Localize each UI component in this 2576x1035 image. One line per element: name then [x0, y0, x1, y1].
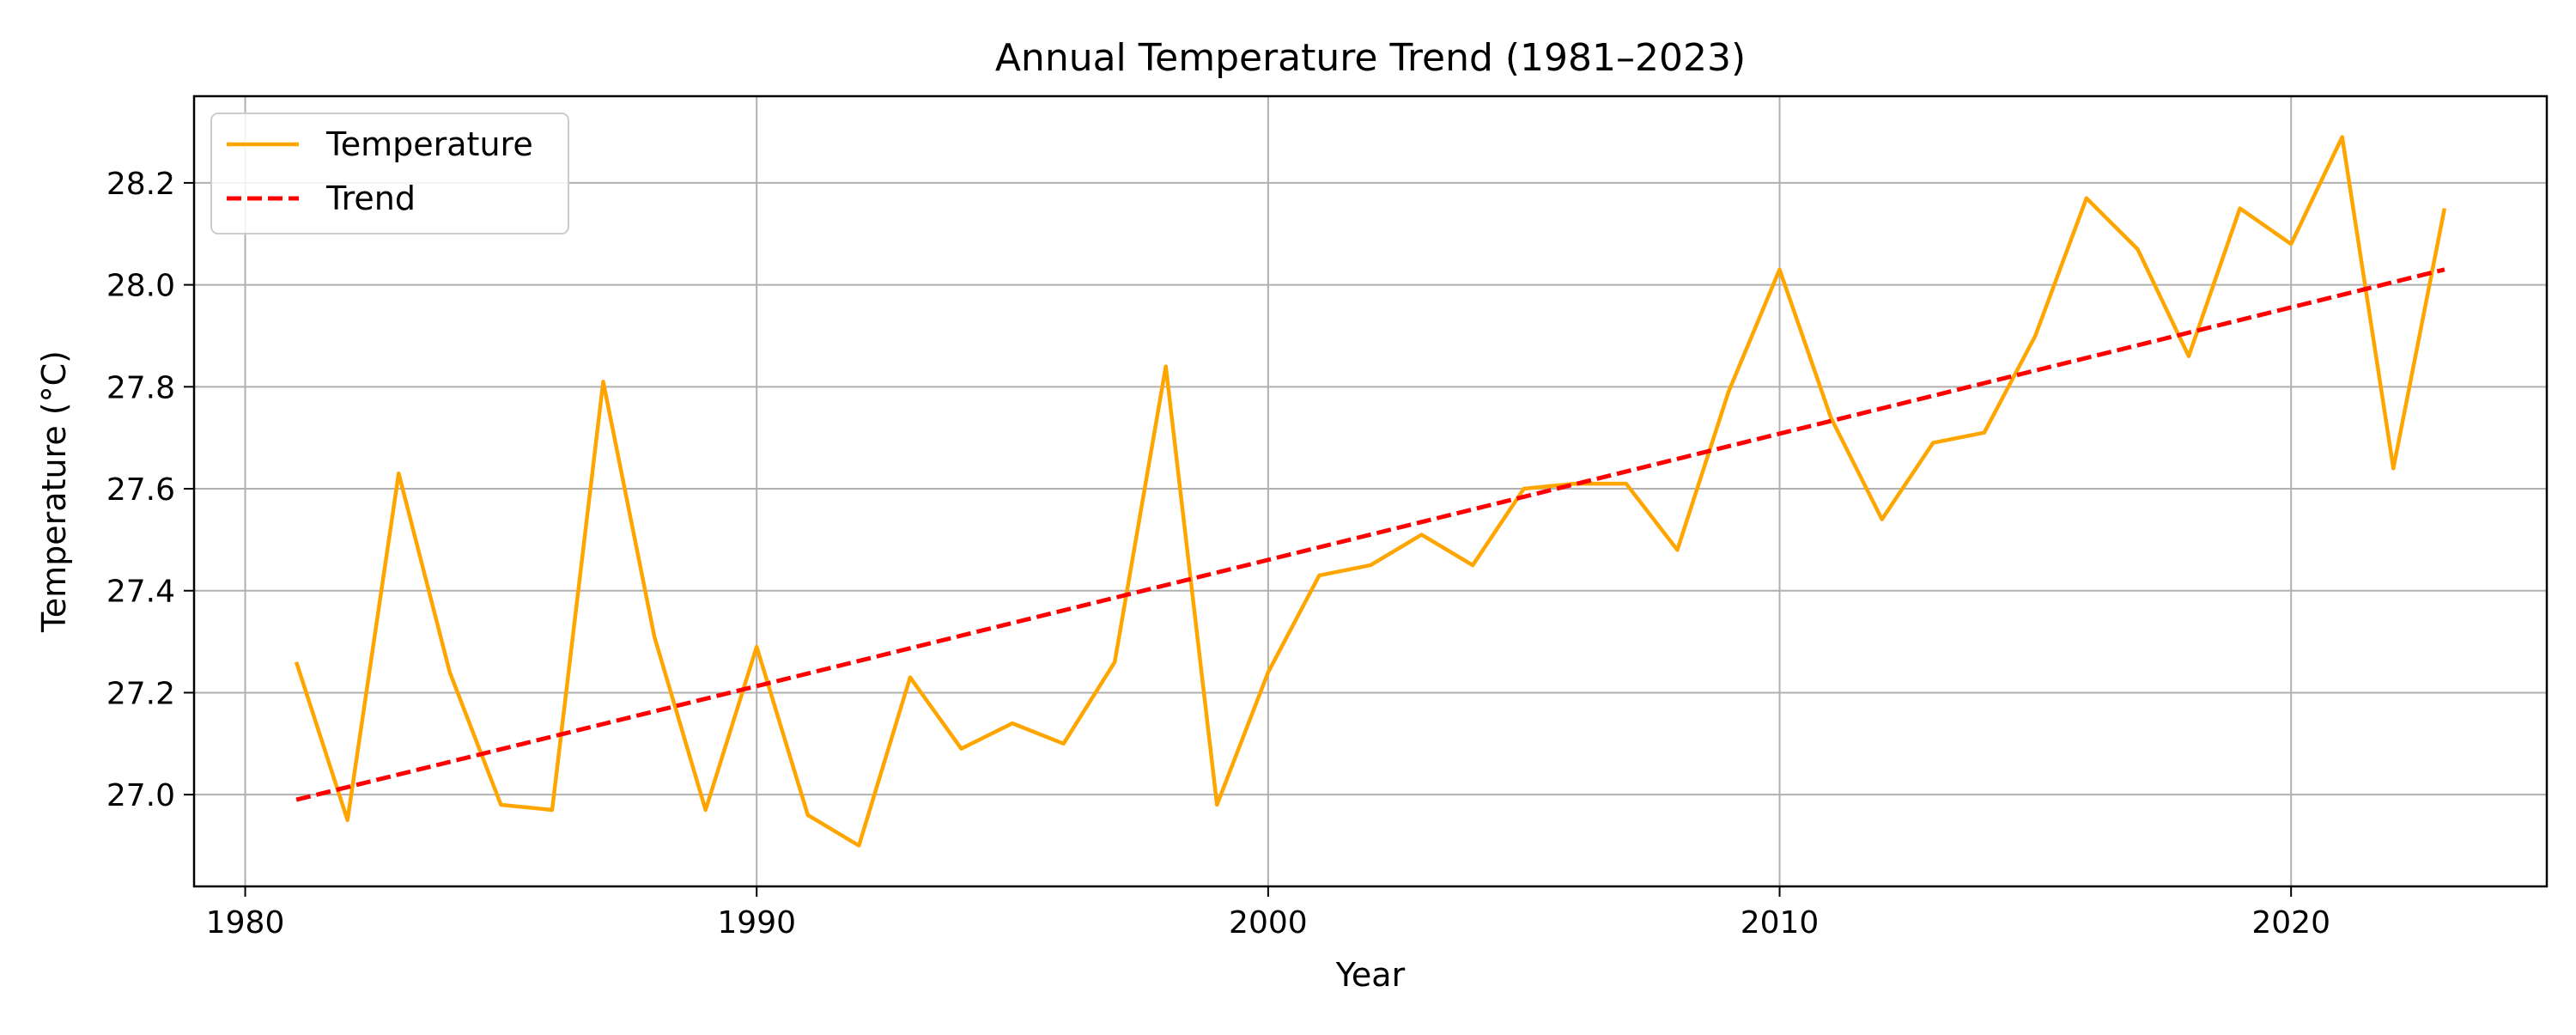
y-tick-label: 28.2: [106, 167, 175, 202]
x-axis-label: Year: [1335, 956, 1406, 994]
series-line-trend: [295, 267, 2445, 802]
x-tick-label: 2000: [1229, 905, 1308, 941]
legend-box: [210, 113, 569, 234]
y-axis-label: Temperature (°C): [35, 350, 73, 633]
series-layer: [294, 135, 2447, 848]
x-tick-label: 1980: [206, 905, 285, 941]
x-tick-label: 1990: [717, 905, 796, 941]
plot-frame: [192, 94, 2549, 888]
x-tick-label: 2010: [1741, 905, 1820, 941]
axis-ticks: 1980 1990 2000 2010 2020 27.0 27.2 27.4 27.6 27.8…: [106, 167, 2330, 941]
series-line-temperature: [294, 135, 2447, 848]
y-tick-label: 27.4: [106, 575, 175, 610]
legend: Temperature Trend: [210, 113, 569, 234]
y-tick-label: 28.0: [106, 269, 175, 304]
y-tick-label: 27.8: [106, 370, 175, 405]
legend-label-temperature: Temperature: [325, 125, 533, 163]
chart-title: Annual Temperature Trend (1981–2023): [995, 36, 1746, 80]
y-tick-label: 27.2: [106, 676, 175, 711]
y-tick-label: 27.6: [106, 472, 175, 508]
y-tick-label: 27.0: [106, 778, 175, 813]
legend-label-trend: Trend: [325, 180, 416, 217]
x-tick-label: 2020: [2251, 905, 2330, 941]
